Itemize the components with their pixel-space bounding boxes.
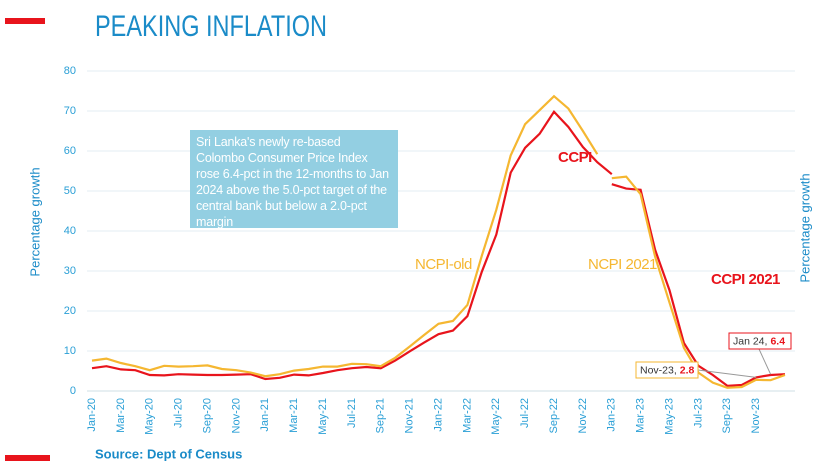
x-tick-label: Nov-22 xyxy=(577,398,589,433)
x-tick-label: Mar-21 xyxy=(288,398,300,433)
y-tick-label: 10 xyxy=(64,345,76,357)
y-tick-label: 80 xyxy=(64,65,76,77)
annotation-label: Nov-23, xyxy=(640,364,677,376)
series-line xyxy=(91,94,599,378)
x-tick-label: Jan-23 xyxy=(606,398,618,432)
x-tick-label: Nov-23 xyxy=(750,398,762,433)
x-tick-label: Jan-20 xyxy=(86,398,98,432)
y-tick-label: 20 xyxy=(64,305,76,317)
y-tick-label: 30 xyxy=(64,265,76,277)
y2-axis-label: Percentage growth xyxy=(797,173,812,282)
x-tick-label: Jul-22 xyxy=(519,398,531,428)
x-tick-label: Jul-23 xyxy=(692,398,704,428)
x-tick-label: Jul-20 xyxy=(173,398,185,428)
x-tick-label: May-20 xyxy=(144,398,156,435)
series-label: CCPI 2021 xyxy=(711,271,780,288)
y-tick-label: 50 xyxy=(64,185,76,197)
y-axis-label: Percentage growth xyxy=(27,167,42,276)
x-tick-label: May-23 xyxy=(663,398,675,435)
x-tick-label: Nov-20 xyxy=(230,398,242,433)
x-tick-label: Sep-23 xyxy=(721,398,733,433)
y-tick-label: 0 xyxy=(70,385,76,397)
x-tick-label: Mar-20 xyxy=(115,398,127,433)
annotation-value: 6.4 xyxy=(770,335,785,347)
annotation-box xyxy=(728,332,792,350)
y-tick-label: 40 xyxy=(64,225,76,237)
x-tick-label: May-22 xyxy=(490,398,502,435)
series-label: NCPI 2021 xyxy=(588,256,657,273)
series-label: CCPI xyxy=(558,149,592,166)
series-line xyxy=(91,110,613,381)
x-tick-label: May-21 xyxy=(317,398,329,435)
x-tick-label: Sep-21 xyxy=(375,398,387,433)
annotation-value: 2.8 xyxy=(680,364,695,376)
source: Source: Dept of Census xyxy=(95,446,242,461)
accent-bar xyxy=(5,455,50,461)
annotation-label: Jan 24, xyxy=(733,335,767,347)
x-tick-label: Mar-22 xyxy=(461,398,473,433)
series-label: NCPI-old xyxy=(415,256,472,273)
x-tick-label: Jan-21 xyxy=(259,398,271,432)
x-tick-label: Jan-22 xyxy=(432,398,444,432)
annotation-pointer xyxy=(758,348,772,375)
x-tick-label: Mar-23 xyxy=(635,398,647,433)
x-tick-label: Jul-21 xyxy=(346,398,358,428)
x-tick-label: Sep-20 xyxy=(201,398,213,433)
annotation-pointer xyxy=(697,369,757,378)
annotation: Nov-23, 2.8 xyxy=(640,364,695,376)
x-tick-label: Nov-21 xyxy=(404,398,416,433)
x-tick-label: Sep-22 xyxy=(548,398,560,433)
note-box: Sri Lanka's newly re-based Colombo Consu… xyxy=(190,130,398,229)
annotation-box xyxy=(635,361,699,379)
annotation: Jan 24, 6.4 xyxy=(733,335,785,347)
y-tick-label: 60 xyxy=(64,145,76,157)
chart-title: PEAKING INFLATION xyxy=(95,10,327,43)
y-tick-label: 70 xyxy=(64,105,76,117)
accent-bar xyxy=(5,18,45,24)
